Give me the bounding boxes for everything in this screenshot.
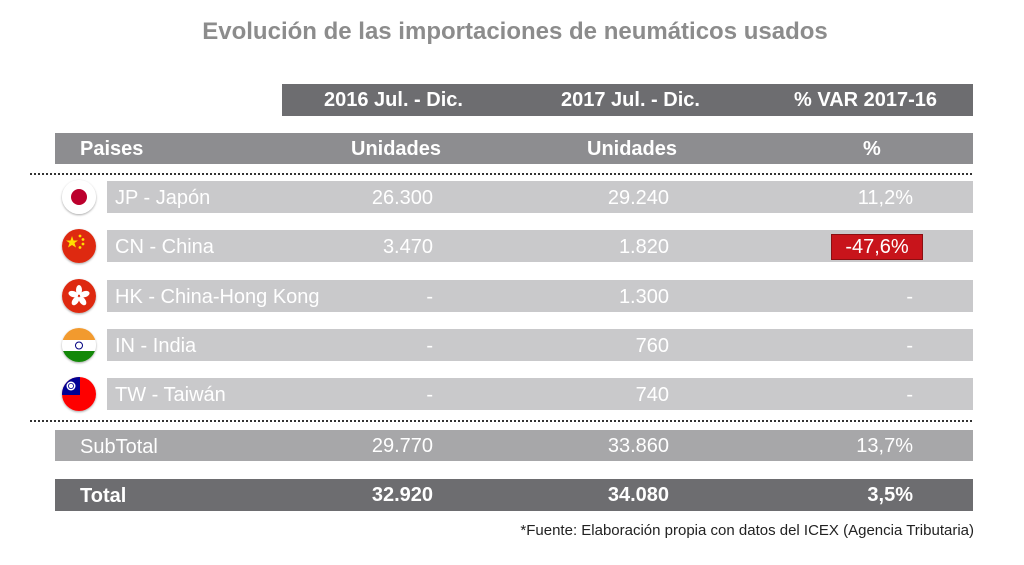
pct-change: -	[906, 286, 913, 308]
units-2016: -	[426, 384, 433, 406]
subtotal-label: SubTotal	[80, 436, 158, 458]
subtotal-row: SubTotal 29.770 33.860 13,7%	[55, 430, 973, 461]
subtotal-units-2016: 29.770	[371, 435, 433, 457]
period-2017-label: 2017 Jul. - Dic.	[561, 89, 700, 111]
table-row: HK - China-Hong Kong - 1.300 -	[107, 280, 973, 312]
divider-top	[30, 173, 972, 175]
total-units-2016: 32.920	[371, 484, 433, 506]
period-var-label: % VAR 2017-16	[794, 89, 938, 111]
source-note: *Fuente: Elaboración propia con datos de…	[520, 522, 974, 539]
table-row: TW - Taiwán - 740 -	[107, 378, 973, 410]
divider-bottom	[30, 420, 972, 422]
pct-change-negative-badge: -47,6%	[831, 234, 923, 260]
country-name: CN - China	[115, 236, 214, 258]
taiwan-flag-icon	[62, 377, 96, 411]
pct-change: -	[906, 335, 913, 357]
country-name: JP - Japón	[115, 187, 211, 209]
units-2017: 1.300	[618, 286, 669, 308]
country-name: HK - China-Hong Kong	[115, 286, 320, 308]
units-2017: 1.820	[618, 236, 669, 258]
total-pct: 3,5%	[867, 484, 913, 506]
japan-flag-icon	[62, 180, 96, 214]
units-2017: 760	[635, 335, 669, 357]
india-flag-icon	[62, 328, 96, 362]
total-units-2017: 34.080	[607, 484, 669, 506]
table-row: IN - India - 760 -	[107, 329, 973, 361]
pct-change: 11,2%	[857, 187, 913, 209]
units-2016: -	[426, 335, 433, 357]
units-2017: 740	[635, 384, 669, 406]
period-2016-label: 2016 Jul. - Dic.	[324, 89, 463, 111]
units-2016: -	[426, 286, 433, 308]
country-name: TW - Taiwán	[115, 384, 226, 406]
header-units-2017: Unidades	[587, 138, 678, 160]
hong-kong-flag-icon	[62, 279, 96, 313]
column-header-bar: Paises Unidades Unidades %	[55, 133, 973, 164]
china-flag-icon	[62, 229, 96, 263]
units-2016: 26.300	[371, 187, 433, 209]
subtotal-pct: 13,7%	[856, 435, 913, 457]
units-2016: 3.470	[382, 236, 433, 258]
page-title: Evolución de las importaciones de neumát…	[202, 18, 828, 45]
table-row: CN - China 3.470 1.820 -47,6%	[107, 230, 973, 262]
units-2017: 29.240	[607, 187, 669, 209]
total-row: Total 32.920 34.080 3,5%	[55, 479, 973, 511]
header-units-2016: Unidades	[351, 138, 442, 160]
country-name: IN - India	[115, 335, 197, 357]
header-country: Paises	[80, 138, 144, 160]
table-row: JP - Japón 26.300 29.240 11,2%	[107, 181, 973, 213]
period-header-bar: 2016 Jul. - Dic. 2017 Jul. - Dic. % VAR …	[282, 84, 973, 116]
header-pct: %	[863, 138, 881, 160]
pct-change: -	[906, 384, 913, 406]
total-label: Total	[80, 485, 127, 507]
subtotal-units-2017: 33.860	[607, 435, 669, 457]
